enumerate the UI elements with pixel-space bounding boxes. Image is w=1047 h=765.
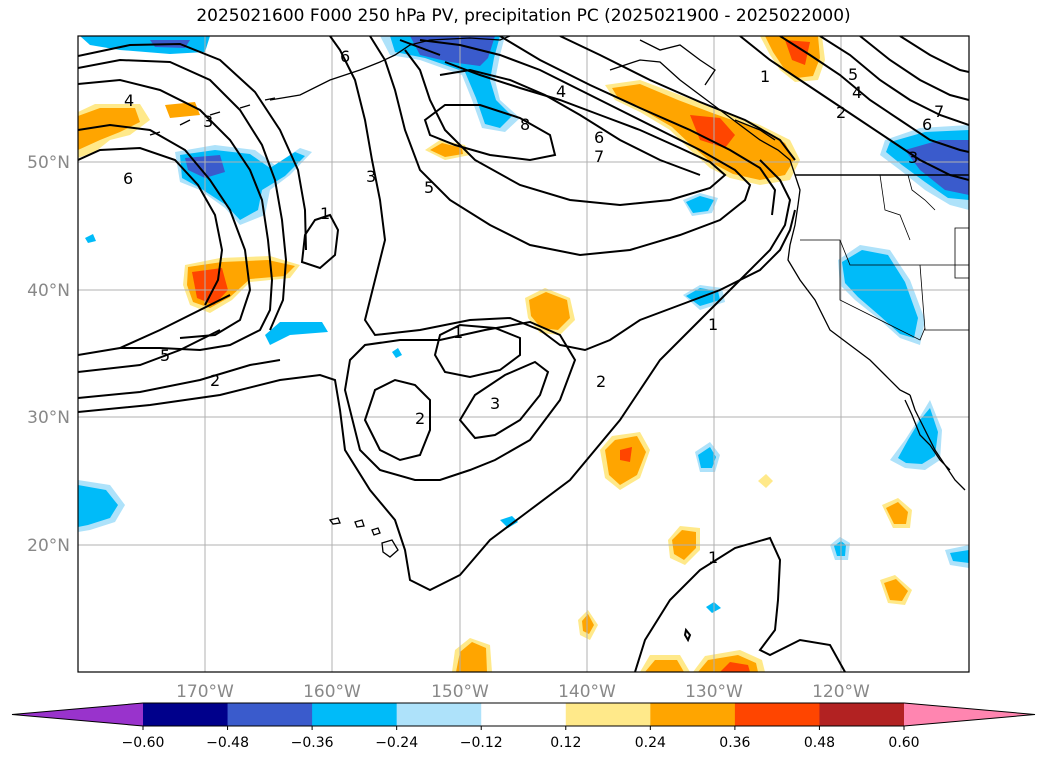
colorbar-tick-label: −0.60: [122, 735, 165, 751]
contour-label: 7: [934, 102, 944, 121]
contour-label: 1: [708, 548, 718, 567]
coastlines: [149, 36, 969, 558]
contour-label: 4: [556, 82, 566, 101]
contour-label: 3: [366, 167, 376, 186]
colorbar: −0.60 −0.48 −0.36 −0.24 −0.12 0.12 0.24 0.36 0.4…: [11, 702, 1036, 751]
colorbar-tick-label: −0.12: [460, 735, 503, 751]
colorbar-tick-label: 0.48: [804, 735, 835, 751]
colorbar-segment: [143, 703, 229, 726]
colorbar-tick-label: 0.60: [888, 735, 919, 751]
contour-label: 1: [760, 67, 770, 86]
contour-label: 5: [848, 65, 858, 84]
colorbar-segment: [481, 703, 567, 726]
colorbar-tick-label: 0.24: [635, 735, 666, 751]
contour-labels: 6 4 3 6 1 3 5 8 4 6 7 1 5 4 2 6 3 7 5 2 …: [123, 47, 944, 567]
contour-label: 8: [520, 115, 530, 134]
colorbar-extend-low: [12, 703, 143, 726]
colorbar-tick-label: −0.36: [291, 735, 334, 751]
map-frame: [77, 35, 970, 673]
lat-tick-label: 50°N: [27, 153, 70, 173]
contour-label: 3: [203, 112, 213, 131]
colorbar-tick-label: 0.12: [550, 735, 581, 751]
colorbar-segment: [650, 703, 736, 726]
colorbar-extend-high: [904, 703, 1035, 726]
longitude-labels: 170°W 160°W 150°W 140°W 130°W 120°W: [176, 682, 870, 702]
contour-label: 2: [596, 372, 606, 391]
contour-label: 4: [852, 83, 862, 102]
lon-tick-label: 170°W: [176, 682, 234, 702]
contour-label: 7: [594, 147, 604, 166]
contour-label: 1: [320, 204, 330, 223]
colorbar-segment: [565, 703, 651, 726]
latitude-labels: 50°N 40°N 30°N 20°N: [27, 153, 70, 556]
contour-label: 4: [124, 91, 134, 110]
lon-tick-label: 120°W: [812, 682, 870, 702]
contour-label: 5: [160, 346, 170, 365]
contour-label: 6: [123, 169, 133, 188]
colorbar-tick-label: −0.48: [206, 735, 249, 751]
lon-tick-label: 160°W: [303, 682, 361, 702]
contour-label: 1: [708, 315, 718, 334]
lat-tick-label: 40°N: [27, 281, 70, 301]
colorbar-segment: [227, 703, 313, 726]
colorbar-segment: [819, 703, 905, 726]
contour-label: 2: [210, 371, 220, 390]
graticule: [78, 36, 969, 672]
lon-tick-label: 150°W: [431, 682, 489, 702]
contour-label: 6: [594, 128, 604, 147]
colorbar-segment: [312, 703, 398, 726]
contour-label: 3: [908, 148, 918, 167]
lon-tick-label: 130°W: [685, 682, 743, 702]
map-title: 2025021600 F000 250 hPa PV, precipitatio…: [196, 6, 851, 26]
colorbar-segment: [396, 703, 482, 726]
map-area: 6 4 3 6 1 3 5 8 4 6 7 1 5 4 2 6 3 7 5 2 …: [78, 36, 969, 672]
colorbar-segment: [734, 703, 820, 726]
contour-label: 3: [490, 394, 500, 413]
lat-tick-label: 30°N: [27, 408, 70, 428]
pv-contours: [78, 36, 969, 672]
colorbar-tick-label: −0.24: [375, 735, 418, 751]
contour-label: 2: [836, 103, 846, 122]
contour-label: 6: [922, 115, 932, 134]
lon-tick-label: 140°W: [558, 682, 616, 702]
contour-label: 5: [424, 178, 434, 197]
contour-label: 2: [415, 409, 425, 428]
lat-tick-label: 20°N: [27, 536, 70, 556]
colorbar-tick-label: 0.36: [719, 735, 750, 751]
contour-label: 1: [453, 323, 463, 342]
contour-label: 6: [340, 47, 350, 66]
